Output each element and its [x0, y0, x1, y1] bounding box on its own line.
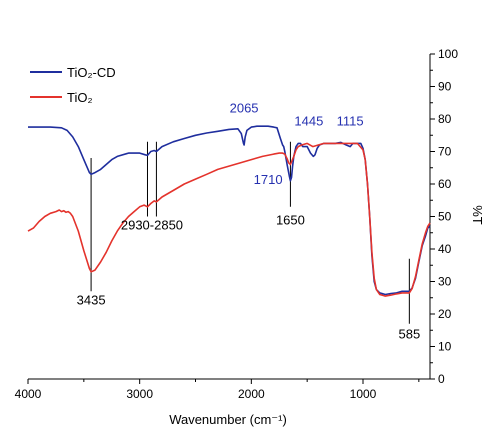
peak-label: 585: [398, 326, 420, 341]
series-line-tio2: [27, 142, 431, 297]
axes: 4000 3000 2000 1000 0 10 20 30 40 50 60 70 80 90 100: [15, 47, 459, 401]
x-tick-label: 2000: [238, 387, 265, 401]
x-tick-label: 3000: [126, 387, 153, 401]
y-tick-label: 20: [438, 307, 452, 321]
peak-label: 1650: [276, 213, 305, 228]
y-tick-label: 90: [438, 80, 452, 94]
peak-label: 1710: [254, 172, 283, 187]
y-tick-label: 50: [438, 210, 452, 224]
peak-label: 2065: [230, 101, 259, 116]
peak-label: 1445: [294, 114, 323, 129]
peak-marker-lines: [90, 141, 410, 324]
y-tick-label: 100: [438, 47, 458, 61]
y-tick-label: 80: [438, 112, 452, 126]
peak-label: 1115: [337, 114, 364, 129]
x-axis-title: Wavenumber (cm⁻¹): [169, 412, 287, 427]
y-tick-label: 0: [438, 372, 445, 386]
y-tick-label: 10: [438, 340, 452, 354]
y-tick-label: 60: [438, 177, 452, 191]
legend-label-tio2: TiO₂: [67, 90, 93, 105]
x-tick-label: 4000: [15, 387, 42, 401]
y-tick-label: 70: [438, 145, 452, 159]
peak-annotations: 2065 1445 1115 1710 1650 2930-2850 3435 585: [77, 101, 421, 342]
legend: TiO₂-CD TiO₂: [30, 65, 116, 105]
x-tick-label: 1000: [350, 387, 377, 401]
y-axis-title: %T: [470, 205, 484, 225]
y-tick-label: 30: [438, 275, 452, 289]
legend-label-tio2-cd: TiO₂-CD: [67, 65, 116, 80]
peak-label: 2930-2850: [121, 218, 183, 233]
y-tick-label: 40: [438, 242, 452, 256]
series-lines: [27, 125, 431, 297]
peak-label: 3435: [77, 292, 106, 307]
